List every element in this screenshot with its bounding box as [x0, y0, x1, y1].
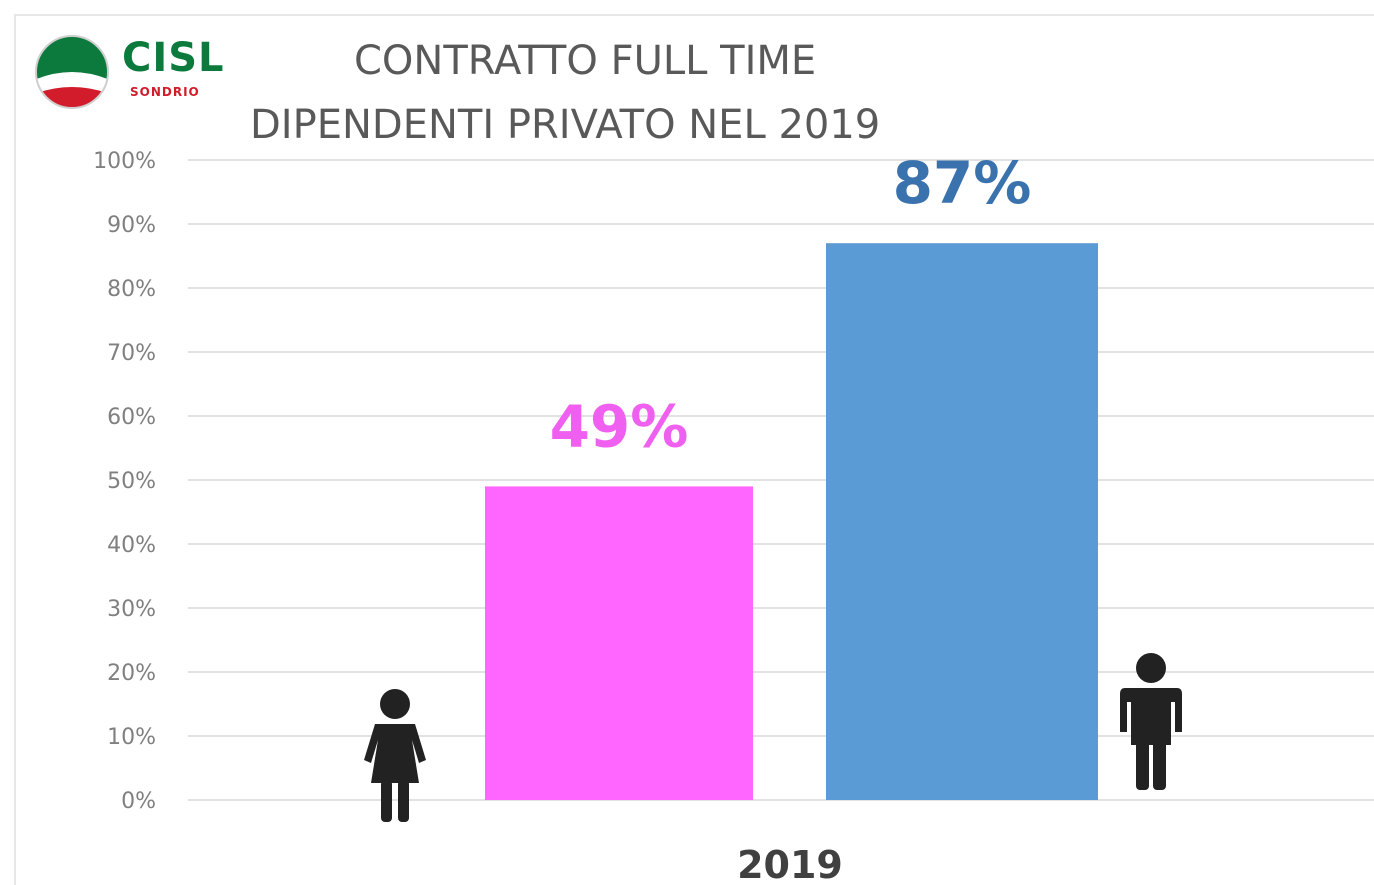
- y-tick-label: 40%: [107, 533, 156, 558]
- y-tick-label: 60%: [107, 405, 156, 430]
- y-tick-label: 20%: [107, 661, 156, 686]
- data-label: 49%: [550, 392, 689, 460]
- y-tick-label: 10%: [107, 725, 156, 750]
- chart-title-line-1: CONTRATTO FULL TIME: [354, 38, 817, 84]
- y-tick-label: 50%: [107, 469, 156, 494]
- y-tick-label: 80%: [107, 277, 156, 302]
- y-tick-label: 30%: [107, 597, 156, 622]
- data-label: 87%: [893, 149, 1032, 217]
- logo-name: CISL: [122, 35, 225, 81]
- female-icon: [364, 689, 426, 822]
- category-label: 2019: [737, 843, 843, 885]
- bar: [485, 486, 753, 800]
- y-tick-label: 0%: [121, 789, 156, 814]
- y-tick-label: 70%: [107, 341, 156, 366]
- logo-subtitle: SONDRIO: [130, 85, 200, 99]
- y-tick-label: 100%: [93, 149, 156, 174]
- y-tick-label: 90%: [107, 213, 156, 238]
- chart-frame: [14, 14, 1374, 885]
- male-icon: [1120, 653, 1182, 790]
- bar: [826, 243, 1098, 800]
- cisl-logo-mark: [35, 35, 109, 109]
- chart-title-line-2: DIPENDENTI PRIVATO NEL 2019: [250, 102, 881, 148]
- cisl-logo: CISL SONDRIO: [34, 34, 234, 114]
